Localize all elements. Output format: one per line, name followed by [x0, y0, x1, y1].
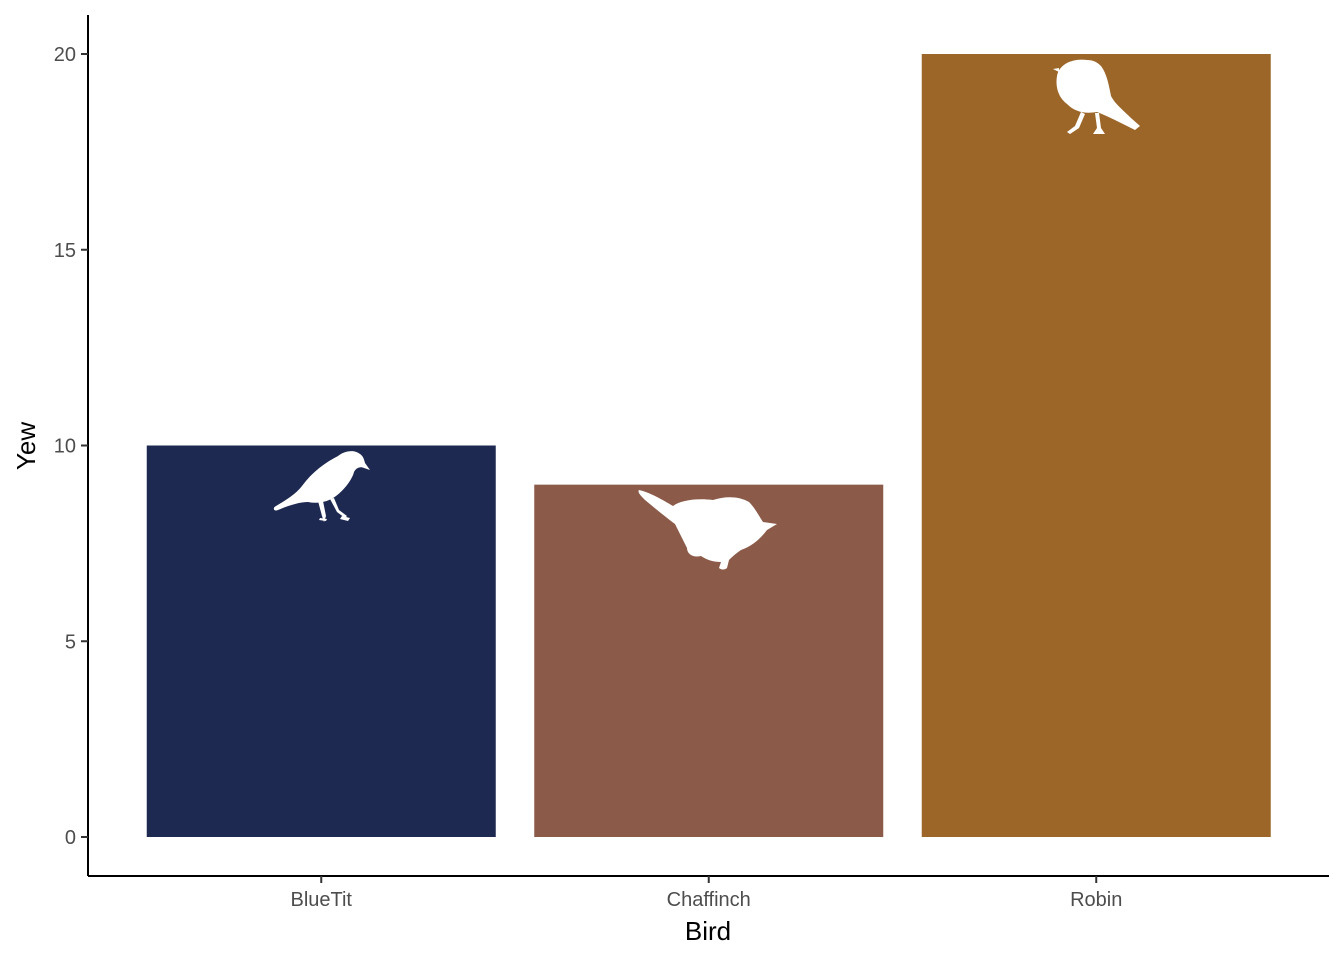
y-tick-label: 10	[54, 436, 76, 458]
robin-silhouette-icon	[1053, 59, 1140, 134]
bluetit-silhouette-icon	[273, 451, 370, 522]
x-tick-label: Chaffinch	[667, 889, 751, 911]
y-tick-label: 15	[54, 240, 76, 262]
y-tick-label: 20	[54, 44, 76, 66]
icons-layer	[273, 59, 1140, 570]
y-ticks: 0 5 10 15 20	[54, 44, 88, 849]
y-tick-label: 5	[65, 631, 76, 653]
bars-layer	[146, 54, 1271, 837]
x-tick-label: Robin	[1070, 889, 1122, 911]
y-tick-label: 0	[65, 827, 76, 849]
x-axis-title: Bird	[685, 916, 731, 946]
chaffinch-silhouette-icon	[638, 490, 777, 570]
y-axis-title: Yew	[11, 422, 41, 470]
x-ticks: BlueTit Chaffinch Robin	[290, 876, 1122, 911]
x-tick-label: BlueTit	[290, 889, 352, 911]
bar-robin	[921, 54, 1271, 837]
